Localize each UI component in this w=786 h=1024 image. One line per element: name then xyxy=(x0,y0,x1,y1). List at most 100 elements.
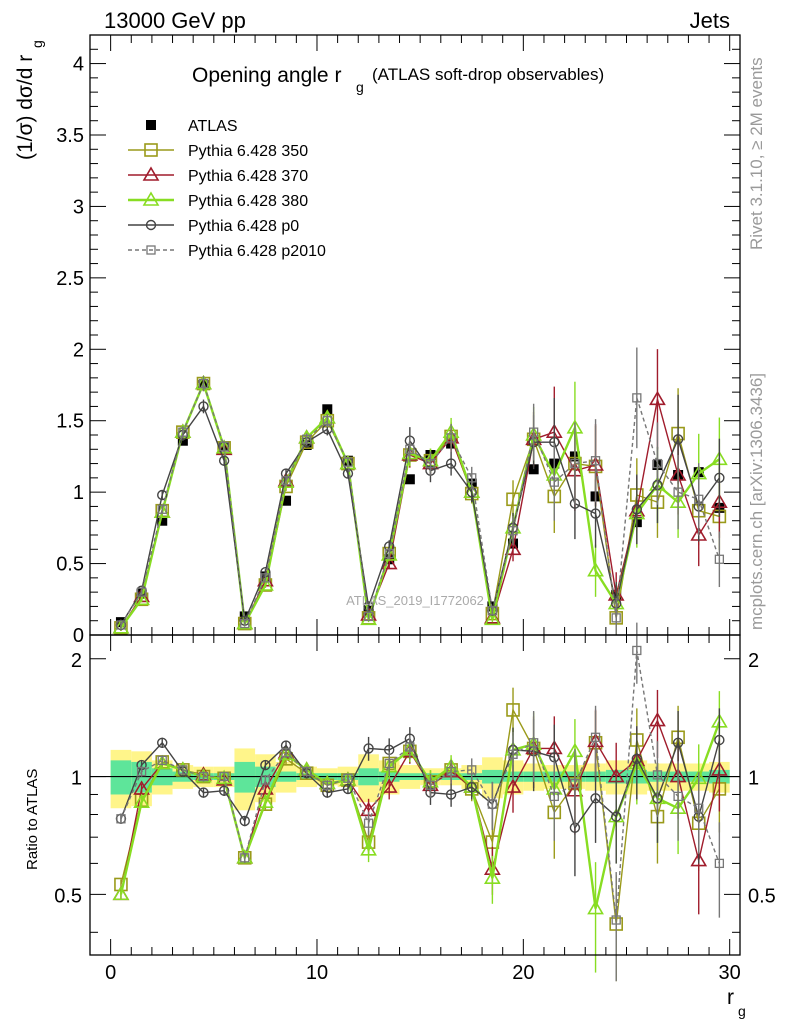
energy-label: 13000 GeV pp xyxy=(104,8,246,33)
y-tick-label: 4 xyxy=(73,54,84,76)
data-point xyxy=(260,573,271,583)
data-point xyxy=(694,494,704,504)
ratio-point xyxy=(198,771,209,782)
data-point xyxy=(714,554,725,564)
ratio-point xyxy=(694,803,704,813)
x-axis-label: r xyxy=(727,986,734,1009)
ratio-point xyxy=(260,775,271,785)
ratio-y-tick-label: 0.5 xyxy=(54,885,82,907)
legend-entry: ATLAS xyxy=(146,118,238,135)
data-point xyxy=(178,427,188,437)
legend-entry: Pythia 6.428 350 xyxy=(128,143,308,160)
data-point xyxy=(631,504,643,515)
ratio-point xyxy=(240,853,250,863)
legend-marker xyxy=(145,219,157,231)
ratio-plot-panel: 0.5 0.51 12 20 10 20 30 Ratio to ATLAS r g xyxy=(24,622,776,1019)
title-sub: g xyxy=(356,79,364,95)
legend: ATLAS Pythia 6.428 350 Pythia 6.428 370 Pyt… xyxy=(128,118,326,260)
ratio-point xyxy=(360,841,377,856)
process-label: Jets xyxy=(690,8,730,33)
data-point xyxy=(405,444,415,454)
ratio-y-axis-label: Ratio to ATLAS xyxy=(24,769,41,870)
ratio-point xyxy=(112,885,130,901)
ratio-point xyxy=(322,780,332,790)
data-point xyxy=(590,508,601,519)
ratio-series-pythia-6-428-370 xyxy=(112,689,728,915)
data-point xyxy=(281,495,292,506)
data-point xyxy=(467,473,477,483)
data-point xyxy=(384,548,394,559)
ratio-point xyxy=(281,748,291,758)
data-point xyxy=(587,562,604,577)
ratio-point xyxy=(157,737,168,748)
data-point xyxy=(257,576,274,591)
ratio-y-tick-label: 2 xyxy=(71,650,82,672)
y-axis-label: (1/σ) dσ/d r xyxy=(14,55,37,160)
ratio-point xyxy=(384,758,394,769)
ratio-series-pythia-6-428-350 xyxy=(114,687,727,982)
ratio-point xyxy=(116,814,126,824)
ratio-point xyxy=(218,785,230,796)
stat-uncertainty-band xyxy=(110,760,132,795)
ratio-plot-frame xyxy=(89,634,741,956)
x-tick-label: 30 xyxy=(719,962,741,984)
ratio-line xyxy=(119,721,721,909)
data-point xyxy=(302,434,312,444)
ratio-point xyxy=(504,778,522,793)
ratio-point xyxy=(445,789,457,800)
ratio-point xyxy=(466,781,477,793)
series-line xyxy=(119,380,721,629)
x-tick-label: 0 xyxy=(105,962,116,984)
data-point xyxy=(363,601,374,612)
legend-label: ATLAS xyxy=(188,118,238,135)
legend-entry: Pythia 6.428 p0 xyxy=(128,218,299,235)
ratio-point xyxy=(652,770,663,780)
legend-label: Pythia 6.428 p0 xyxy=(188,218,299,235)
data-point xyxy=(611,613,621,623)
ratio-point xyxy=(260,759,271,771)
data-point xyxy=(590,456,601,466)
stat-uncertainty-band xyxy=(234,761,256,793)
data-point xyxy=(549,477,559,487)
y-tick-label: 2 xyxy=(73,339,84,361)
x-tick-label: 20 xyxy=(512,962,534,984)
data-point xyxy=(116,620,126,630)
legend-entry: Pythia 6.428 370 xyxy=(128,166,308,185)
ratio-point xyxy=(405,742,415,752)
ratio-plot-data xyxy=(112,622,728,982)
ratio-point xyxy=(157,755,167,766)
ratio-point xyxy=(672,737,684,748)
ratio-y-tick-label-right: 1 xyxy=(748,768,759,790)
ratio-point xyxy=(570,778,580,789)
ratio-point xyxy=(611,915,621,925)
data-point xyxy=(157,515,168,526)
ratio-point xyxy=(302,766,312,777)
ratio-point xyxy=(198,787,209,798)
plot-title: Opening angle r g (ATLAS soft-drop obser… xyxy=(192,64,604,95)
main-plot-panel: 0 0.5 1 1.5 2 2.5 3 3.5 4 ATLAS_2019_I1772062 Op… xyxy=(14,34,741,647)
x-axis-label-sub: g xyxy=(738,1003,746,1019)
ratio-point xyxy=(178,765,188,775)
data-point xyxy=(672,434,684,445)
ratio-point xyxy=(343,773,353,783)
legend-marker xyxy=(142,166,160,181)
data-point xyxy=(632,393,642,403)
y-axis-label-sub: g xyxy=(29,40,45,48)
data-point xyxy=(425,458,436,469)
data-point xyxy=(446,433,456,443)
title-rest: (ATLAS soft-drop observables) xyxy=(372,65,604,84)
data-point xyxy=(649,390,666,406)
analysis-watermark: ATLAS_2019_I1772062 xyxy=(346,593,484,608)
data-point xyxy=(198,378,209,389)
ratio-point xyxy=(219,771,229,782)
data-point xyxy=(487,606,498,616)
y-tick-label: 0.5 xyxy=(56,554,84,576)
data-point xyxy=(528,464,539,475)
ratio-point xyxy=(632,645,642,656)
main-plot-data xyxy=(112,347,728,635)
legend-label: Pythia 6.428 380 xyxy=(188,193,308,210)
ratio-point xyxy=(508,749,518,759)
series-line xyxy=(120,381,720,629)
ratio-point xyxy=(587,899,604,915)
data-point xyxy=(136,587,147,597)
